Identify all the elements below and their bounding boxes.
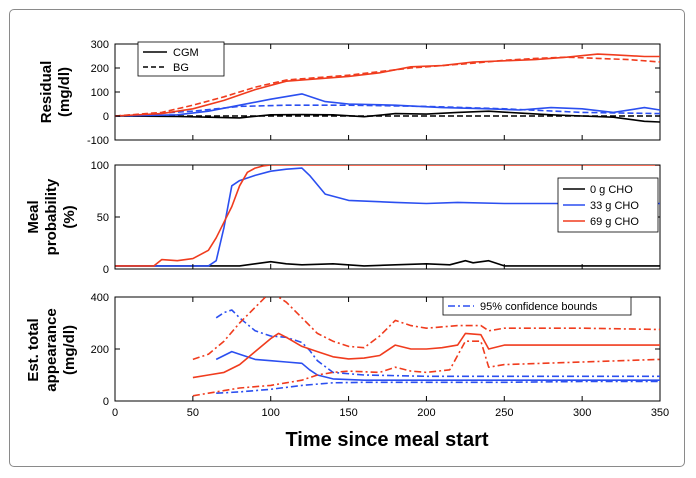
x-tick-label: 100 xyxy=(262,407,280,419)
series-line-33-g-cho-bg xyxy=(115,104,660,117)
x-tick-label: 150 xyxy=(339,407,357,419)
appearance-ticks: 0 200 400 xyxy=(91,292,661,408)
meal-probability-legend: 0 g CHO 33 g CHO 69 g CHO xyxy=(557,177,659,233)
residual-panel: -100 0 100 200 300 Residual (mg/dl) CGM BG xyxy=(38,39,661,147)
residual-series xyxy=(115,53,660,123)
series-line-33-g-cho xyxy=(115,167,660,267)
x-tick-label: 0 xyxy=(112,407,118,419)
y-tick-label: 200 xyxy=(91,344,109,356)
y-tick-label: 0 xyxy=(103,111,109,123)
series-line-69-g-cho-lower-bound xyxy=(192,340,660,397)
series-line-69-g-cho-upper-bound xyxy=(192,297,660,361)
residual-legend-box xyxy=(137,41,225,77)
y-tick-label: 200 xyxy=(91,63,109,75)
series-line-69-g-cho-estimate xyxy=(192,332,660,379)
residual-ticks: -100 0 100 200 300 xyxy=(87,39,661,147)
y-tick-label: 50 xyxy=(97,212,109,224)
series-line-69-g-cho xyxy=(115,165,660,267)
meal-probability-ticks: 0 50 100 xyxy=(91,160,661,276)
legend-label-33g: 33 g CHO xyxy=(590,200,639,212)
meal-probability-ylabel-line-1: Meal xyxy=(25,200,42,233)
x-tick-label: 350 xyxy=(651,407,669,419)
series-line-0-g-cho xyxy=(115,259,660,267)
appearance-panel: 0 200 400 Est. total appearance (mg/dl) 95… xyxy=(25,292,661,408)
y-tick-label: -100 xyxy=(87,135,109,147)
y-tick-label: 100 xyxy=(91,160,109,172)
x-tick-label: 300 xyxy=(573,407,591,419)
appearance-ylabel-line-3: (mg/dl) xyxy=(61,325,78,375)
meal-probability-ylabel-line-3: (%) xyxy=(61,205,78,228)
x-tick-label: 200 xyxy=(417,407,435,419)
residual-legend: CGM BG xyxy=(137,41,225,77)
legend-label-cgm: CGM xyxy=(173,47,199,59)
legend-label-0g: 0 g CHO xyxy=(590,184,633,196)
legend-label-confidence-bounds: 95% confidence bounds xyxy=(480,301,598,313)
appearance-legend: 95% confidence bounds xyxy=(442,296,632,316)
x-axis-tick-labels: 0 50 100 150 200 250 300 350 xyxy=(112,407,669,419)
appearance-ylabel-line-2: appearance xyxy=(43,308,60,391)
appearance-series xyxy=(192,297,660,397)
y-tick-label: 400 xyxy=(91,292,109,304)
residual-ylabel-line-2: (mg/dl) xyxy=(56,67,73,117)
y-tick-label: 300 xyxy=(91,39,109,51)
meal-probability-ylabel-line-2: probability xyxy=(43,178,60,255)
appearance-ylabel-line-1: Est. total xyxy=(25,318,42,381)
legend-label-bg: BG xyxy=(173,62,189,74)
y-tick-label: 100 xyxy=(91,87,109,99)
appearance-legend-box xyxy=(442,296,632,316)
y-tick-label: 0 xyxy=(103,396,109,408)
x-tick-label: 250 xyxy=(495,407,513,419)
series-line-33-g-cho-estimate xyxy=(215,350,660,382)
x-tick-label: 50 xyxy=(187,407,199,419)
residual-ylabel-line-1: Residual xyxy=(38,61,55,124)
legend-label-69g: 69 g CHO xyxy=(590,216,639,228)
meal-probability-series xyxy=(115,165,660,267)
series-line-33-g-cho-upper-bound xyxy=(215,309,660,378)
x-axis-label: Time since meal start xyxy=(285,429,488,451)
series-line-69-g-cho-cgm xyxy=(115,53,660,117)
meal-probability-panel: 0 50 100 Meal probability (%) 0 g CHO 33 g… xyxy=(25,160,661,276)
y-tick-label: 0 xyxy=(103,264,109,276)
series-line-69-g-cho-bg xyxy=(115,56,660,117)
